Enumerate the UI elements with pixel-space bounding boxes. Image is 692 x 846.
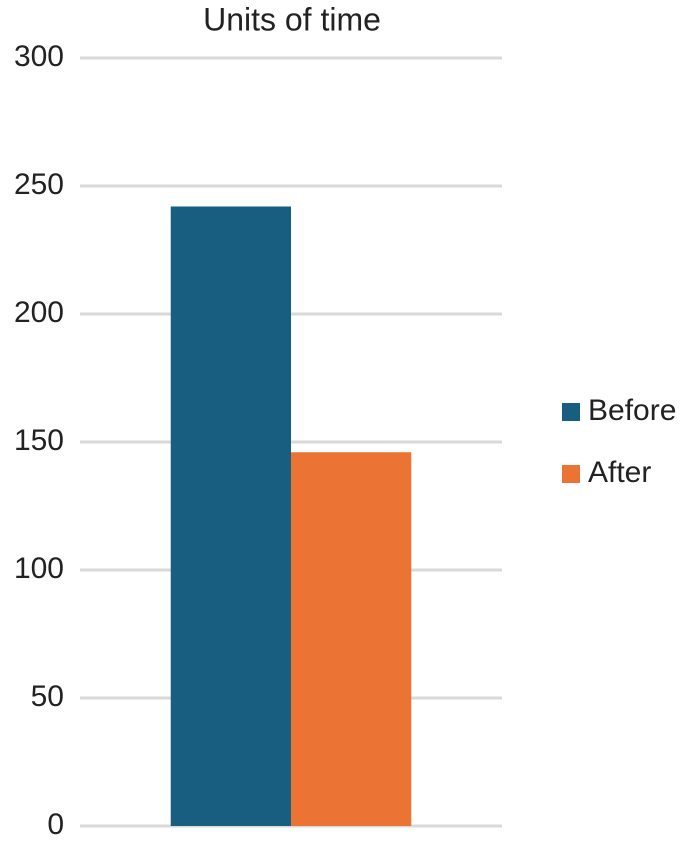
legend-swatch — [562, 403, 580, 421]
y-tick-label: 100 — [14, 552, 64, 585]
y-tick-label: 300 — [14, 40, 64, 73]
legend-swatch — [562, 465, 580, 483]
y-tick-label: 200 — [14, 296, 64, 329]
bar — [170, 206, 291, 827]
y-tick-label: 250 — [14, 168, 64, 201]
legend-label: Before — [588, 394, 676, 427]
chart-title: Units of time — [203, 1, 381, 37]
y-tick-label: 0 — [47, 808, 64, 841]
y-tick-label: 150 — [14, 424, 64, 457]
y-tick-label: 50 — [31, 680, 64, 713]
bar — [291, 452, 412, 826]
legend-label: After — [588, 456, 651, 489]
